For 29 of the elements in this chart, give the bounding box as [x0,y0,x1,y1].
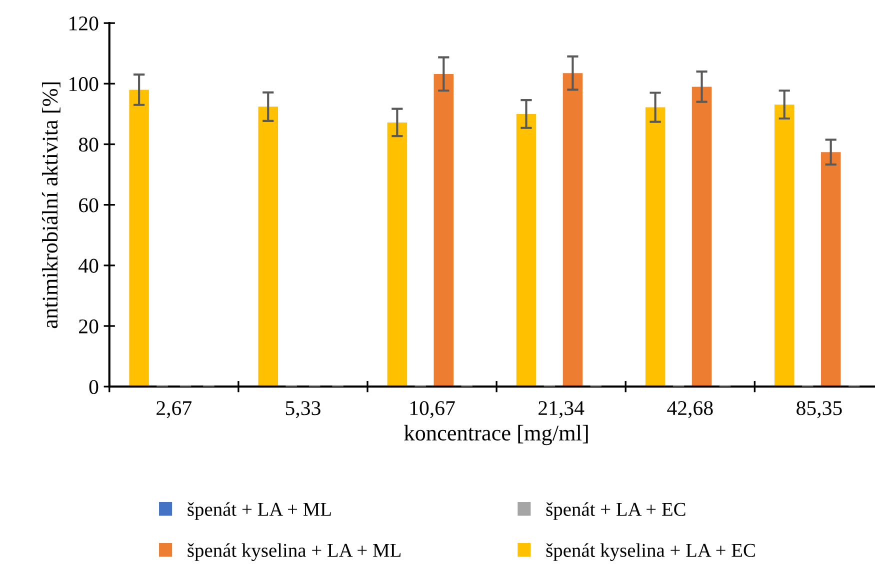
x-axis-title: koncentrace [mg/ml] [404,424,588,446]
x-tick-label: 2,67 [156,401,192,418]
bar [258,106,278,387]
bar [516,114,536,387]
legend-label: špenát + LA + ML [188,502,331,520]
y-tick-label: 40 [78,258,98,273]
legend-label: špenát + LA + EC [546,502,686,520]
x-tick-label: 5,33 [286,401,320,418]
x-tick-label: 10,67 [410,401,455,418]
bar [692,86,712,387]
y-tick-label: 0 [89,380,98,394]
bar [129,90,149,387]
bar [645,107,666,387]
legend-label: špenát kyselina + LA + ML [188,543,400,561]
x-tick-label: 42,68 [667,401,713,418]
bar [387,122,408,387]
x-tick-label: 21,34 [538,401,584,418]
bar [562,73,583,387]
y-tick-label: 60 [79,198,98,212]
y-tick-label: 120 [70,16,98,31]
y-tick-label: 20 [79,319,98,334]
legend-label: špenát kyselina + LA + EC [546,543,755,561]
y-tick-label: 80 [78,138,98,152]
bar [820,152,841,387]
y-axis-title: antimikrobiální aktivita [%] [42,82,60,328]
bar [434,74,454,387]
x-tick-label: 85,35 [796,401,842,418]
bar [774,104,794,387]
y-tick-label: 100 [70,77,98,92]
